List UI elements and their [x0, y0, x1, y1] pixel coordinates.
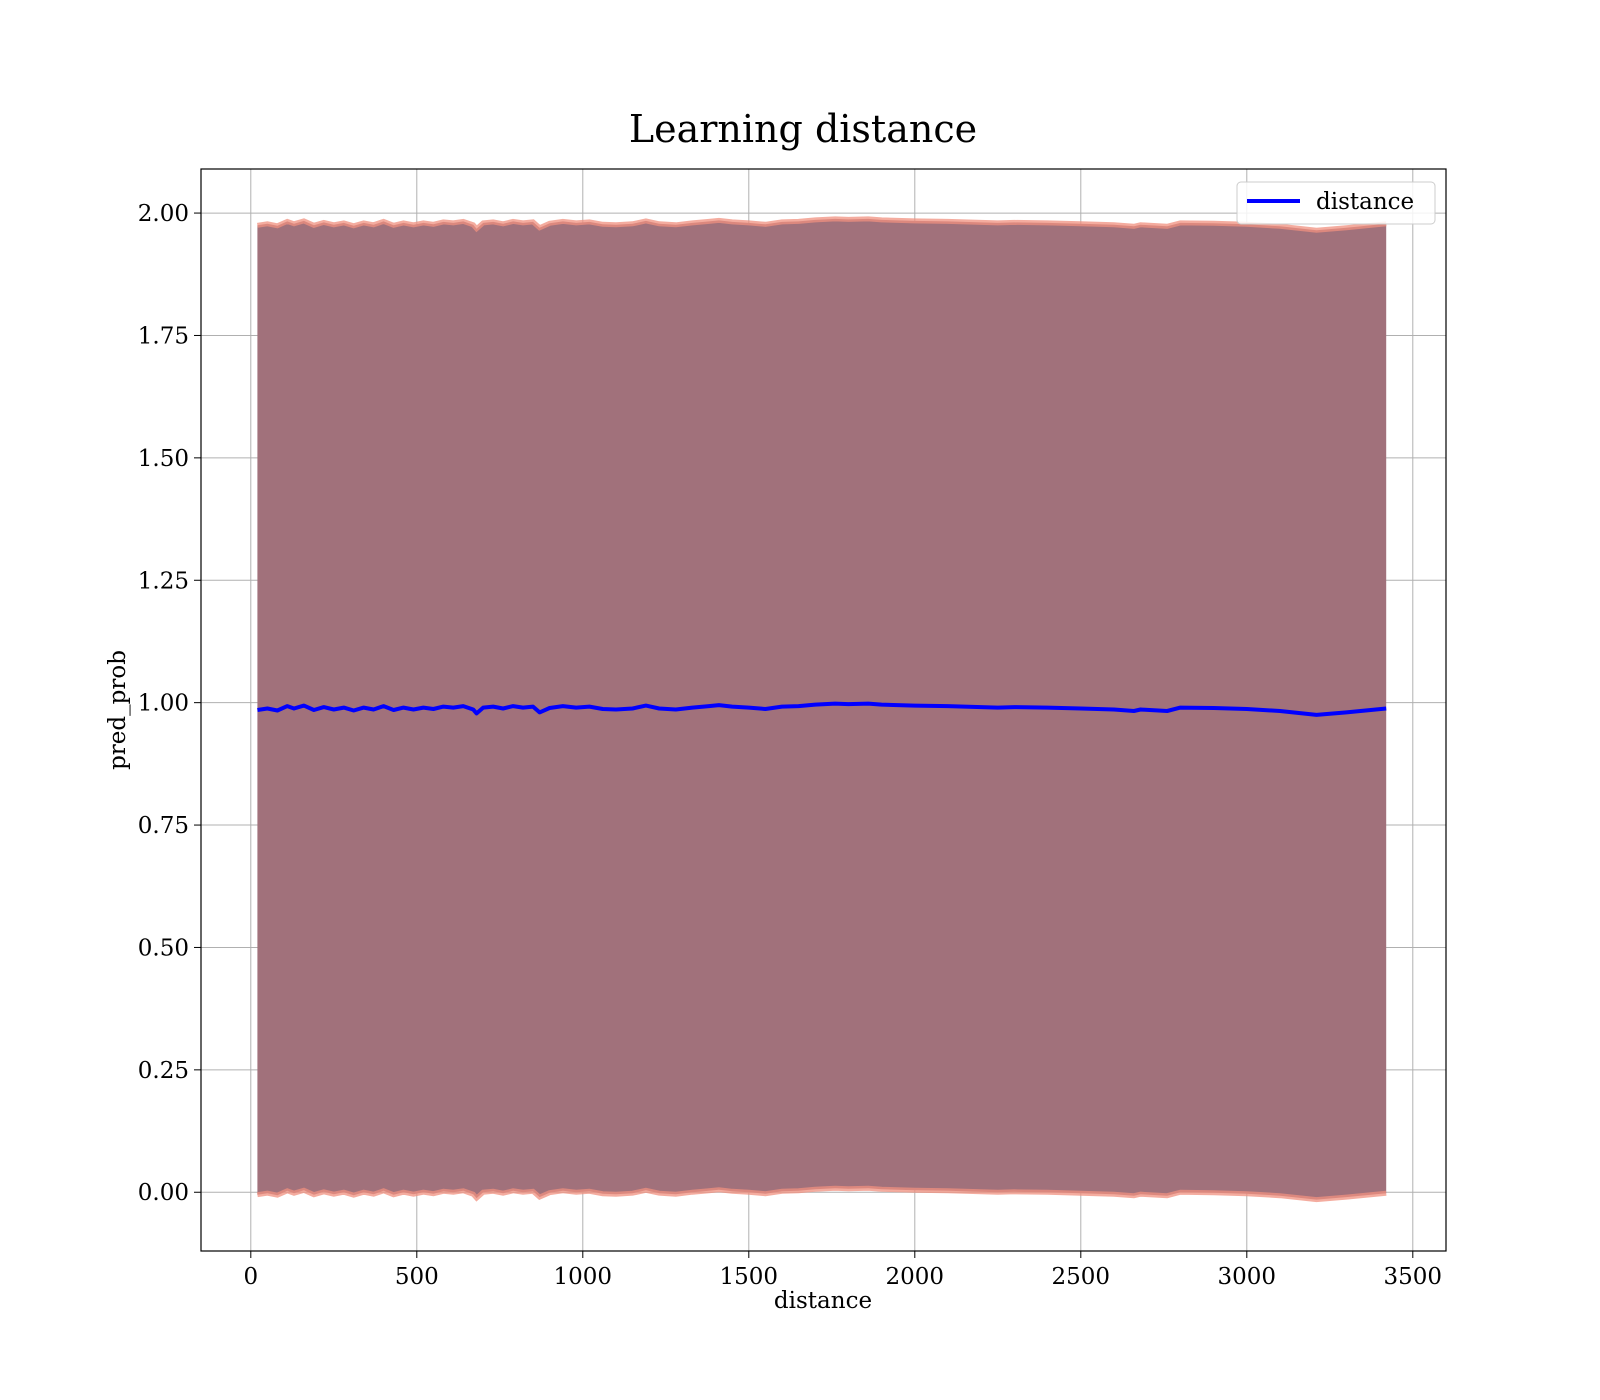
- y-tick-label-7: 1.75: [138, 323, 189, 349]
- plot-area-frame: [200, 168, 1447, 1252]
- x-tick-label-3: 1500: [720, 1264, 779, 1290]
- series-line-distance: [257, 701, 1387, 717]
- confidence-band-layer: [257, 216, 1387, 1203]
- y-tick-label-3: 0.75: [138, 813, 189, 839]
- x-tick-label-5: 2500: [1052, 1264, 1111, 1290]
- y-tick-label-4: 1.00: [138, 691, 189, 717]
- y-tick-label-1: 0.25: [138, 1058, 189, 1084]
- x-axis-ticks: 0 500 1000 1500 2000 2500 3000 3500: [243, 1251, 1442, 1290]
- x-tick-label-1: 500: [395, 1264, 439, 1290]
- x-tick-label-4: 2000: [886, 1264, 945, 1290]
- chart-title: Learning distance: [629, 107, 977, 151]
- x-tick-label-2: 1000: [554, 1264, 613, 1290]
- band-lower-edge: [257, 1185, 1387, 1203]
- confidence-band: [257, 218, 1387, 1200]
- legend-label-distance: distance: [1316, 189, 1414, 215]
- x-axis-label: distance: [774, 1288, 872, 1314]
- x-tick-label-0: 0: [243, 1264, 258, 1290]
- y-tick-label-5: 1.25: [138, 568, 189, 594]
- y-tick-label-8: 2.00: [138, 201, 189, 227]
- y-axis-ticks: 0.00 0.25 0.50 0.75 1.00 1.25 1.50 1.75 2.00: [138, 201, 201, 1206]
- series-line-layer: [257, 701, 1387, 717]
- y-tick-label-6: 1.50: [138, 446, 189, 472]
- x-tick-label-7: 3500: [1384, 1264, 1443, 1290]
- x-tick-label-6: 3000: [1218, 1264, 1277, 1290]
- band-upper-edge: [257, 216, 1387, 233]
- y-axis-label: pred_prob: [105, 650, 131, 770]
- legend: distance: [1236, 181, 1436, 225]
- y-tick-label-0: 0.00: [138, 1180, 189, 1206]
- y-tick-label-2: 0.50: [138, 935, 189, 961]
- legend-box: [1236, 181, 1436, 225]
